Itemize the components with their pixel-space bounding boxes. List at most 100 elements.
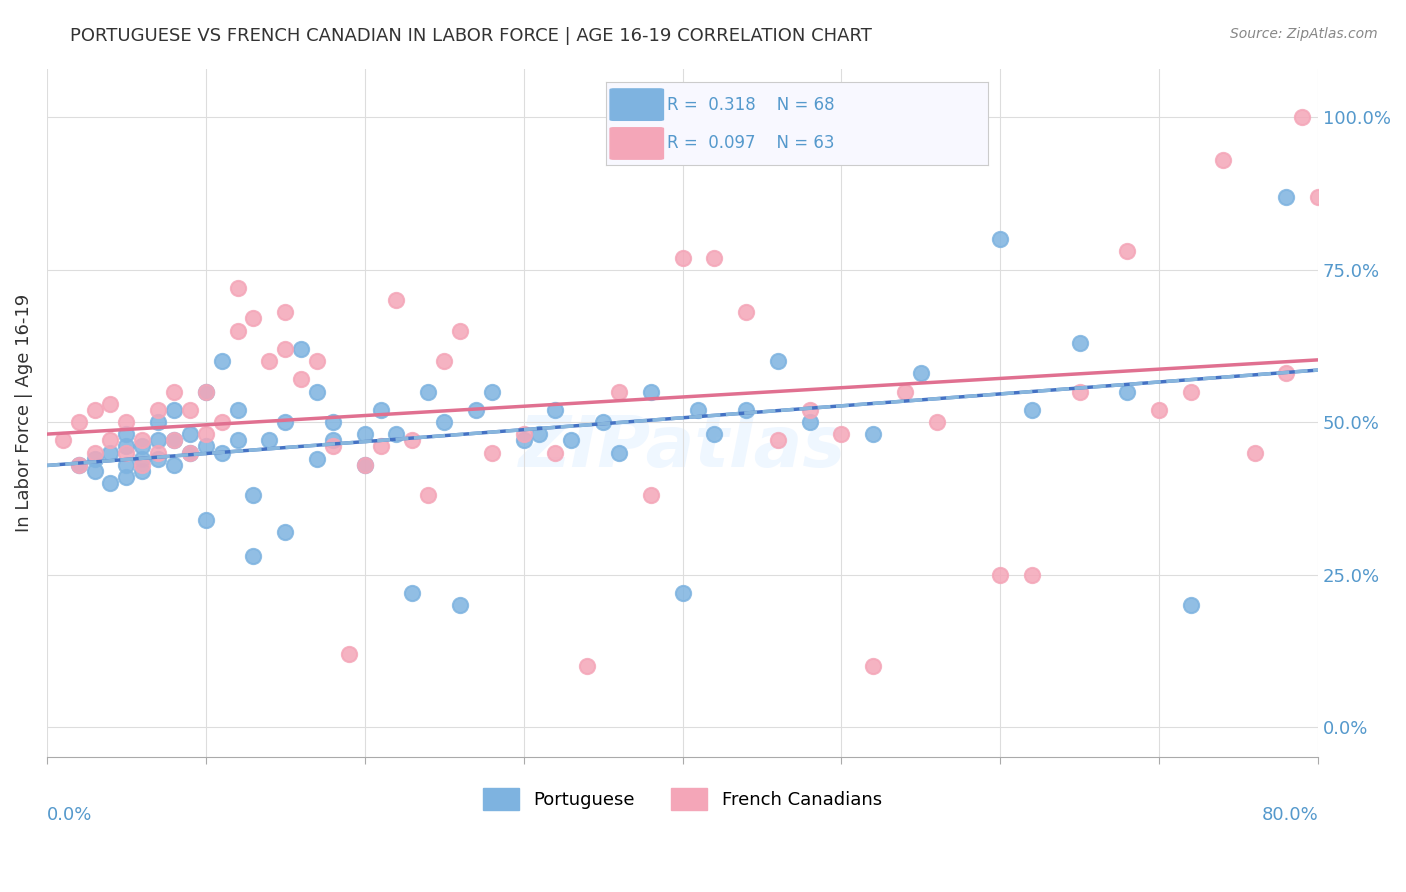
Point [131, 440, 153, 454]
Point [385, 427, 408, 442]
Point [115, 458, 138, 472]
Point [703, 251, 725, 265]
Point [194, 427, 217, 442]
Point [242, 488, 264, 502]
Point [735, 403, 758, 417]
Point [211, 415, 233, 429]
Point [274, 342, 297, 356]
Point [418, 488, 440, 502]
Text: 0.0%: 0.0% [46, 805, 93, 823]
Point [1069, 384, 1091, 399]
Point [544, 403, 567, 417]
Point [194, 440, 217, 454]
Point [560, 434, 582, 448]
Point [910, 367, 932, 381]
Point [52, 434, 75, 448]
Point [449, 324, 471, 338]
Point [194, 384, 217, 399]
Point [688, 403, 710, 417]
Point [305, 354, 328, 368]
Point [305, 384, 328, 399]
Point [163, 458, 186, 472]
Point [83, 445, 105, 459]
Point [988, 567, 1011, 582]
Point [592, 415, 614, 429]
Point [83, 403, 105, 417]
Point [179, 403, 201, 417]
Point [481, 384, 503, 399]
Point [1243, 445, 1265, 459]
Point [242, 311, 264, 326]
Point [67, 458, 90, 472]
Point [1021, 403, 1043, 417]
Point [353, 427, 375, 442]
Point [607, 384, 630, 399]
Point [146, 445, 169, 459]
Point [100, 397, 122, 411]
Point [259, 354, 281, 368]
Point [799, 403, 821, 417]
Point [576, 659, 599, 673]
Point [259, 434, 281, 448]
Point [179, 427, 201, 442]
Point [146, 415, 169, 429]
Point [226, 434, 249, 448]
Point [370, 403, 392, 417]
Point [146, 403, 169, 417]
Point [385, 293, 408, 308]
Point [894, 384, 917, 399]
Point [146, 451, 169, 466]
Point [640, 488, 662, 502]
Point [194, 513, 217, 527]
Point [131, 458, 153, 472]
Point [274, 305, 297, 319]
Legend: Portuguese, French Canadians: Portuguese, French Canadians [475, 780, 889, 817]
Point [988, 232, 1011, 246]
Point [163, 434, 186, 448]
Point [830, 427, 852, 442]
Point [703, 427, 725, 442]
Text: Source: ZipAtlas.com: Source: ZipAtlas.com [1230, 27, 1378, 41]
Point [226, 403, 249, 417]
Point [131, 451, 153, 466]
Point [131, 464, 153, 478]
Point [433, 354, 456, 368]
Text: PORTUGUESE VS FRENCH CANADIAN IN LABOR FORCE | AGE 16-19 CORRELATION CHART: PORTUGUESE VS FRENCH CANADIAN IN LABOR F… [70, 27, 872, 45]
Point [766, 434, 789, 448]
Point [100, 434, 122, 448]
Point [115, 440, 138, 454]
Text: 80.0%: 80.0% [1261, 805, 1319, 823]
Point [115, 415, 138, 429]
Point [1212, 153, 1234, 167]
Point [115, 427, 138, 442]
Point [671, 586, 693, 600]
Point [146, 434, 169, 448]
Point [305, 451, 328, 466]
Point [735, 305, 758, 319]
Point [1180, 384, 1202, 399]
Point [274, 415, 297, 429]
Point [322, 415, 344, 429]
Point [862, 427, 884, 442]
Point [163, 384, 186, 399]
Point [211, 354, 233, 368]
Point [1069, 335, 1091, 350]
Point [226, 324, 249, 338]
Point [353, 458, 375, 472]
Point [465, 403, 488, 417]
Point [1147, 403, 1170, 417]
Point [83, 451, 105, 466]
Point [163, 403, 186, 417]
Point [353, 458, 375, 472]
Point [290, 372, 312, 386]
Point [322, 440, 344, 454]
Point [194, 384, 217, 399]
Point [67, 458, 90, 472]
Point [226, 281, 249, 295]
Point [1291, 110, 1313, 124]
Point [529, 427, 551, 442]
Point [370, 440, 392, 454]
Point [1308, 189, 1330, 203]
Point [1021, 567, 1043, 582]
Point [449, 598, 471, 612]
